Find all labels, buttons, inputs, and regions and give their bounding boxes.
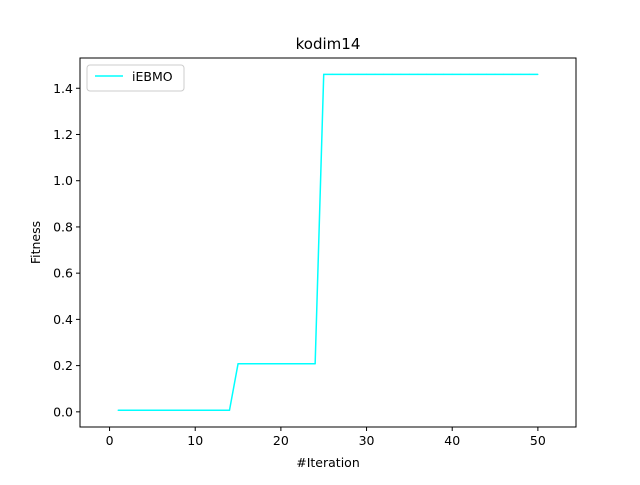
legend-box (86, 64, 185, 92)
y-tick-label: 1.2 (53, 127, 73, 142)
data-point (468, 73, 470, 75)
data-point (305, 363, 308, 365)
data-point (460, 73, 462, 75)
x-tick-label: 20 (273, 433, 289, 448)
data-point (511, 73, 513, 75)
data-point (246, 363, 248, 365)
data-point (143, 409, 145, 411)
x-tick-label: 40 (444, 433, 460, 448)
data-point (237, 363, 239, 365)
chart-title: kodim14 (296, 35, 361, 53)
y-tick-label: 1.4 (53, 81, 73, 96)
data-point (220, 409, 222, 411)
plot-frame (79, 57, 577, 428)
y-tick-label: 0.4 (53, 312, 73, 327)
y-tick-label: 0.0 (53, 404, 73, 419)
data-point (374, 73, 376, 75)
data-point (314, 363, 316, 365)
data-point (494, 73, 496, 75)
data-point (357, 73, 359, 75)
data-point (228, 409, 231, 411)
y-tick-label: 0.6 (53, 266, 73, 281)
data-point (263, 363, 265, 365)
x-tick-label: 0 (106, 433, 114, 448)
data-point (186, 409, 188, 411)
legend-label-iEBMO: iEBMO (132, 69, 173, 84)
data-point (280, 363, 282, 365)
data-point (168, 409, 171, 411)
data-point (151, 409, 153, 411)
data-point (537, 73, 539, 75)
data-point (400, 73, 402, 75)
data-point (340, 73, 342, 75)
data-point (434, 73, 436, 75)
data-point (323, 73, 325, 75)
data-point (126, 409, 128, 411)
data-point (485, 73, 488, 75)
y-tick-label: 0.8 (53, 219, 73, 234)
x-tick-label: 50 (530, 433, 546, 448)
data-point (348, 73, 351, 75)
data-point (177, 409, 179, 411)
y-tick-label: 1.0 (53, 173, 73, 188)
data-point (288, 363, 291, 365)
data-point (417, 73, 419, 75)
data-point (477, 73, 479, 75)
data-point (271, 363, 273, 365)
legend: iEBMO (86, 64, 185, 92)
data-point (503, 73, 505, 75)
data-point (391, 73, 393, 75)
x-tick-label: 30 (359, 433, 375, 448)
series-line-iEBMO (118, 73, 538, 411)
data-point (383, 73, 385, 75)
data-point (425, 73, 428, 75)
data-point (528, 73, 530, 75)
data-point (211, 409, 213, 411)
data-point (520, 73, 522, 75)
y-axis-label: Fitness (28, 221, 43, 264)
data-point (203, 409, 205, 411)
data-point (117, 409, 119, 411)
x-tick-label: 10 (187, 433, 203, 448)
data-point (254, 363, 256, 365)
data-point (297, 363, 299, 365)
data-point (160, 409, 162, 411)
data-point (134, 409, 136, 411)
data-point (451, 73, 453, 75)
data-point (365, 73, 368, 75)
data-point (443, 73, 445, 75)
x-axis-label: #Iteration (296, 455, 360, 470)
data-point (408, 73, 410, 75)
data-point (331, 73, 333, 75)
data-point (194, 409, 196, 411)
y-tick-label: 0.2 (53, 358, 73, 373)
